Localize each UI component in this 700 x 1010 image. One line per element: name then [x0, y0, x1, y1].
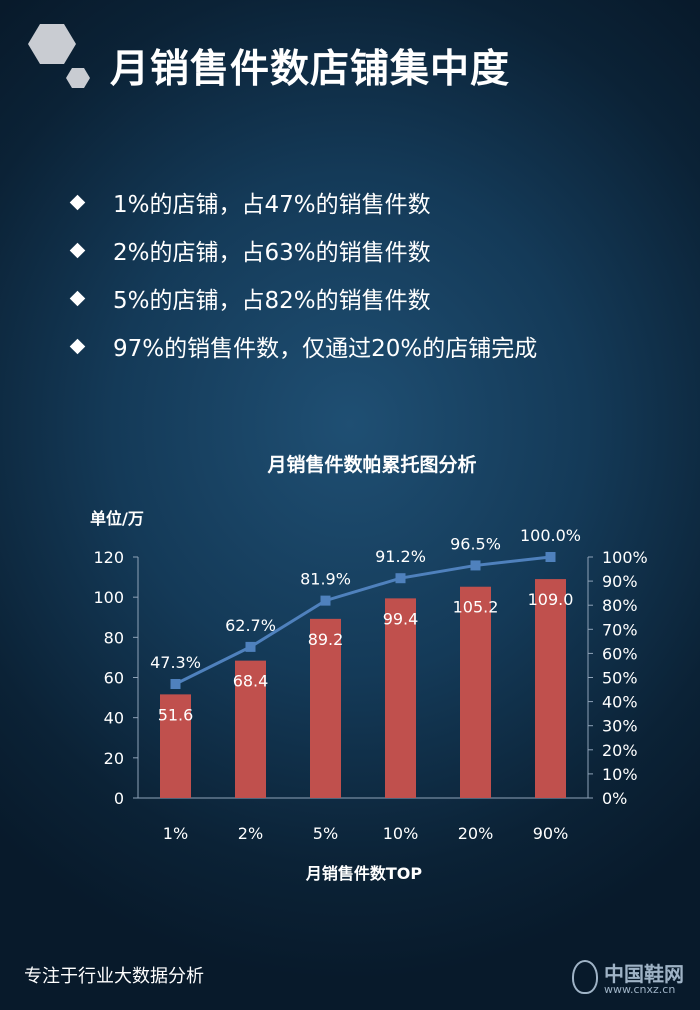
x-tick-label: 1%: [163, 824, 188, 843]
footer-tagline: 专注于行业大数据分析: [24, 966, 204, 987]
watermark-url: www.cnxz.cn: [604, 983, 676, 996]
bullet-text: 1%的店铺，占47%的销售件数: [113, 192, 431, 218]
y2-tick-label: 90%: [602, 572, 638, 591]
cumulative-line: [174, 555, 551, 686]
y-tick-label: 100: [93, 588, 124, 607]
watermark-text: 中国鞋网: [604, 962, 684, 986]
x-tick-label: 20%: [458, 824, 494, 843]
line-point-marker: [245, 641, 256, 652]
bar-data-label: 89.2: [308, 630, 344, 649]
y2-tick-label: 100%: [602, 548, 648, 567]
y2-tick-label: 30%: [602, 717, 638, 736]
y2-tick-label: 0%: [602, 789, 627, 808]
y2-tick-label: 10%: [602, 765, 638, 784]
y2-tick-label: 50%: [602, 669, 638, 688]
line-point-marker: [545, 552, 556, 562]
bar: [235, 660, 266, 798]
line-point-marker: [395, 573, 406, 584]
y2-tick-label: 70%: [602, 620, 638, 639]
x-tick-label: 90%: [533, 824, 569, 843]
watermark-text-block: 中国鞋网 www.cnxz.cn: [604, 958, 684, 996]
y2-tick-label: 20%: [602, 741, 638, 760]
y2-tick-label: 40%: [602, 693, 638, 712]
line-data-label: 96.5%: [450, 534, 501, 553]
bar-data-label: 105.2: [453, 598, 499, 617]
line-point-marker: [320, 595, 331, 606]
y-tick-label: 40: [104, 709, 124, 728]
line-data-label: 100.0%: [520, 526, 581, 545]
watermark: 中国鞋网 www.cnxz.cn: [572, 958, 684, 996]
line-point-marker: [470, 560, 481, 571]
y-tick-label: 0: [114, 789, 124, 808]
bullet-text: 2%的店铺，占63%的销售件数: [113, 240, 431, 266]
bullet-item: 97%的销售件数，仅通过20%的店铺完成: [68, 322, 537, 370]
line-data-label: 81.9%: [300, 570, 351, 589]
chart-plot-area: 0 20 40 60 80 100 120 0% 10% 20% 30% 40% 50% 60% 70% 80…: [93, 526, 647, 843]
bullet-item: 1%的店铺，占47%的销售件数: [68, 178, 537, 226]
y-tick-label: 60: [104, 669, 124, 688]
line-data-label: 47.3%: [150, 653, 201, 672]
line-data-label: 91.2%: [375, 547, 426, 566]
hexagon-logo-icon: [28, 24, 90, 88]
bar: [310, 618, 341, 798]
y-tick-label: 120: [93, 548, 124, 567]
shoe-logo-icon: [572, 960, 598, 994]
bullet-text: 97%的销售件数，仅通过20%的店铺完成: [113, 336, 538, 362]
line-data-label: 62.7%: [225, 616, 276, 635]
bar: [385, 598, 416, 798]
pareto-chart: 月销售件数帕累托图分析 单位/万 月销售件数TOP 0 20 40 60 80 100 12…: [90, 453, 647, 883]
bullet-item: 5%的店铺，占82%的销售件数: [68, 274, 537, 322]
bullet-text: 5%的店铺，占82%的销售件数: [113, 288, 431, 314]
chart-title: 月销售件数帕累托图分析: [266, 453, 476, 476]
bar: [460, 586, 491, 798]
line-point-marker: [170, 679, 181, 690]
page-title: 月销售件数店铺集中度: [110, 47, 511, 92]
x-tick-label: 2%: [238, 824, 263, 843]
y2-tick-label: 60%: [602, 644, 638, 663]
bar-data-label: 51.6: [158, 705, 194, 724]
y-axis-unit-label: 单位/万: [90, 509, 144, 528]
bullet-list: 1%的店铺，占47%的销售件数 2%的店铺，占63%的销售件数 5%的店铺，占8…: [68, 178, 537, 370]
x-tick-label: 5%: [313, 824, 338, 843]
bullet-item: 2%的店铺，占63%的销售件数: [68, 226, 537, 274]
y-tick-label: 20: [104, 749, 124, 768]
x-axis-label: 月销售件数TOP: [305, 864, 423, 883]
bar-data-label: 109.0: [528, 590, 574, 609]
bar-data-label: 68.4: [233, 672, 269, 691]
bar: [160, 694, 191, 798]
bar: [535, 579, 566, 798]
y-tick-label: 80: [104, 628, 124, 647]
x-tick-label: 10%: [383, 824, 419, 843]
bar-data-label: 99.4: [383, 609, 419, 628]
y2-tick-label: 80%: [602, 596, 638, 615]
